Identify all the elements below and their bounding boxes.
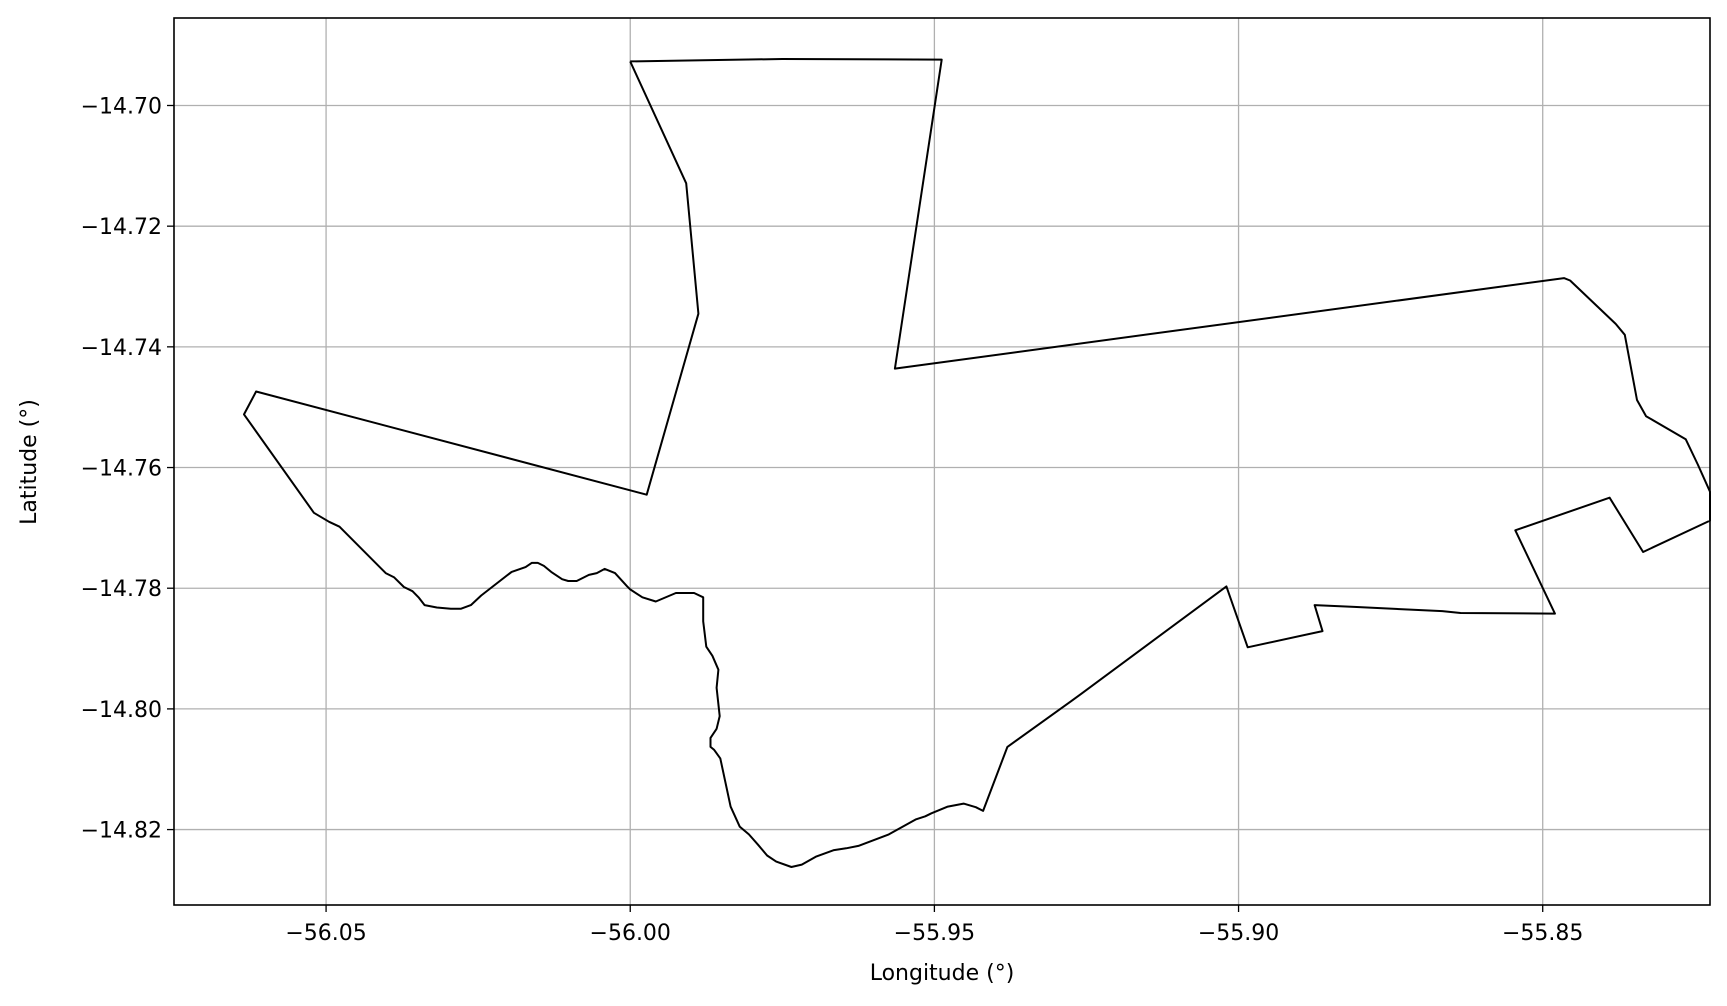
y-axis-label: Latitude (°) <box>17 399 42 525</box>
y-tick-label: −14.80 <box>81 698 162 723</box>
x-axis-ticks: −56.05 −56.00 −55.95 −55.90 −55.85 <box>285 905 1583 946</box>
x-tick-label: −55.90 <box>1198 921 1279 946</box>
boundary-polyline <box>243 58 1711 868</box>
x-tick-label: −55.95 <box>894 921 975 946</box>
y-tick-label: −14.70 <box>81 94 162 119</box>
y-tick-label: −14.74 <box>81 336 162 361</box>
plot-area-frame <box>173 17 1711 906</box>
y-tick-label: −14.78 <box>81 577 162 602</box>
x-tick-label: −56.05 <box>285 921 366 946</box>
x-axis-label: Longitude (°) <box>870 961 1015 986</box>
y-axis-ticks: −14.70 −14.72 −14.74 −14.76 −14.78 −14.80 −14.… <box>81 94 174 844</box>
grid-lines <box>174 18 1710 905</box>
boundary-lines <box>243 58 1711 868</box>
x-tick-label: −55.85 <box>1502 921 1583 946</box>
y-tick-label: −14.82 <box>81 819 162 844</box>
y-tick-label: −14.76 <box>81 457 162 482</box>
x-tick-label: −56.00 <box>590 921 671 946</box>
y-tick-label: −14.72 <box>81 215 162 240</box>
